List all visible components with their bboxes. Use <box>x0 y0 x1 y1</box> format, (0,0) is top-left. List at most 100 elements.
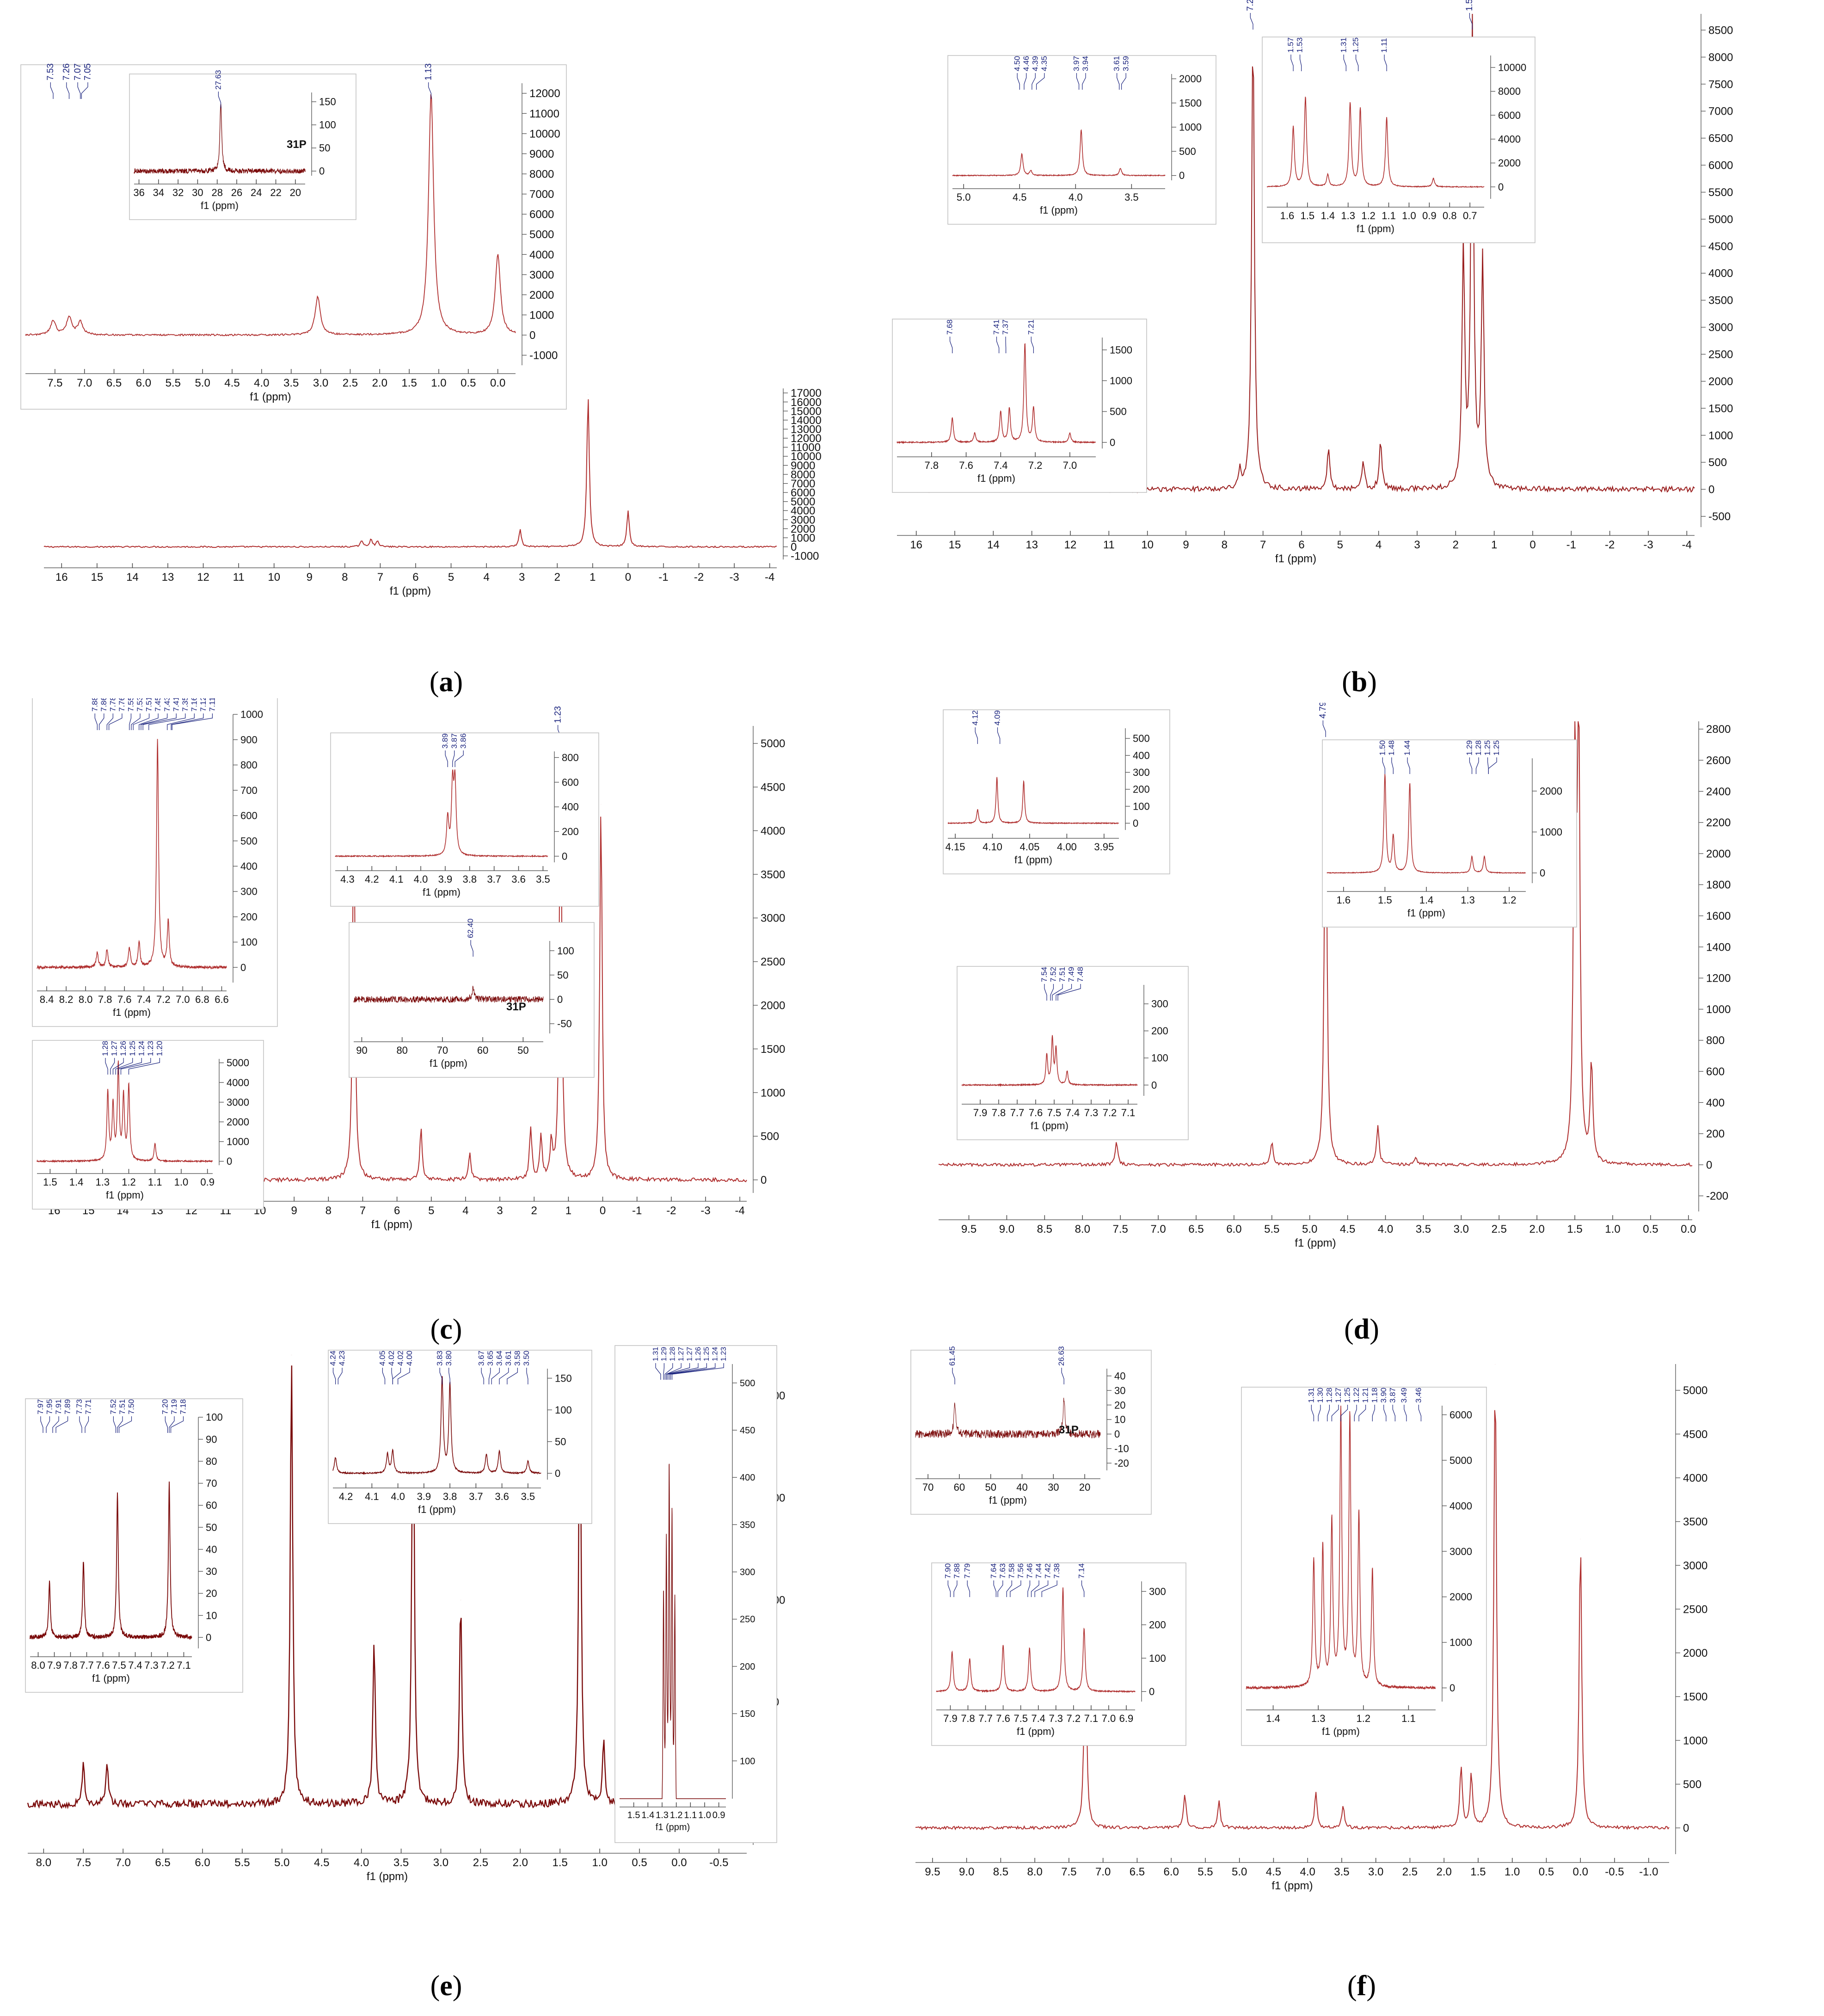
panel-d-inset-aromatic-xtick-label-7: 7.2 <box>1103 1107 1117 1119</box>
panel-c-inset-region-3.5-4.3-spectrum-line <box>335 769 548 858</box>
panel-b-inset-region-3.5-5-ytick-label-0: 0 <box>1179 170 1185 181</box>
panel-a-main-xtick-label-4: 12 <box>197 571 209 584</box>
panel-b-inset-region-0.6-1.7-spectrum-line <box>1266 97 1485 189</box>
panel-d-inset-region-3.9-4.2-xtick-label-4: 3.95 <box>1094 841 1114 853</box>
panel-d-inset-aromatic-peak-leader-0 <box>1044 984 1047 1001</box>
panel-c-main-ytick-label-9: 4500 <box>761 781 785 794</box>
panel-b-inset-region-3.5-5-peak-leader-2 <box>1032 73 1036 90</box>
panel-e-inset-aliphatic-peak-label-0: 1.31 <box>652 1347 660 1361</box>
panel-a-inset-p31-ytick-label-2: 100 <box>319 119 336 131</box>
panel-e-inset-aliphatic-peak-leader-1 <box>663 1363 664 1380</box>
panel-e-inset-region-3.5-4.2-peak-label-4: 4.02 <box>396 1351 405 1366</box>
panel-f-inset-aliphatic-ytick-label-6: 6000 <box>1449 1409 1472 1420</box>
panel-c-main-xtick-label-10: 6 <box>394 1205 400 1217</box>
panel-a-inset-aromatic-aliphatic-xtick-label-10: 2.5 <box>343 377 358 389</box>
panel-f-main-ytick-label-4: 2000 <box>1683 1647 1707 1660</box>
panel-c-inset-p31-peak-leader-0 <box>470 940 473 957</box>
panel-c-main-xtick-label-15: 1 <box>565 1205 571 1217</box>
panel-b-main-ytick-label-9: 4000 <box>1708 267 1733 280</box>
panel-e-inset-aromatic-inset-frame <box>25 1398 243 1693</box>
panel-c-main-xtick-label-13: 3 <box>497 1205 503 1217</box>
panel-c-main-xtick-label-16: 0 <box>600 1205 606 1217</box>
panel-c-inset-region-3.5-4.3-xtick-label-0: 4.3 <box>340 873 355 885</box>
panel-c-inset-aromatic-peak-leader-10 <box>148 713 186 730</box>
panel-d-inset-aromatic-ytick-label-1: 100 <box>1151 1052 1168 1064</box>
panel-e-inset-aromatic-peak-leader-9 <box>165 1416 168 1433</box>
panel-e-inset-region-3.5-4.2-peak-label-2: 4.05 <box>378 1351 387 1366</box>
panel-d-inset-region-1.2-1.6-inset-frame <box>1322 739 1577 928</box>
panel-b-main-ytick-label-10: 4500 <box>1708 240 1733 253</box>
panel-e-inset-aromatic-peak-leader-3 <box>55 1416 68 1433</box>
panel-a-inset-p31-xtick-label-3: 30 <box>192 187 203 198</box>
panel-e-inset-region-3.5-4.2-xtick-label-5: 3.7 <box>469 1491 483 1502</box>
panel-e-inset-region-3.5-4.2-peak-label-8: 3.67 <box>477 1351 485 1366</box>
panel-d-inset-aromatic-xtick-label-6: 7.3 <box>1084 1107 1099 1119</box>
panel-f-main-ytick-label-9: 4500 <box>1683 1428 1707 1441</box>
panel-a-main-xtick-label-12: 4 <box>483 571 489 584</box>
panel-b-main-ytick-label-8: 3500 <box>1708 295 1733 307</box>
panel-c-inset-aliphatic-ytick-label-2: 2000 <box>227 1116 249 1128</box>
panel-d-main-xtick-label-4: 7.5 <box>1112 1223 1128 1235</box>
panel-c-inset-region-3.5-4.3-ytick-label-0: 0 <box>562 850 567 862</box>
panel-f-inset-aromatic-peak-leader-0 <box>947 1580 951 1597</box>
panel-d-inset-aromatic-ytick-label-3: 300 <box>1151 998 1168 1010</box>
panel-e-main-xtick-label-16: 0.0 <box>671 1856 687 1869</box>
panel-a-inset-aromatic-aliphatic-xtick-label-4: 5.5 <box>166 377 181 389</box>
panel-c-inset-aliphatic-peak-label-1: 1.27 <box>110 1041 119 1056</box>
panel-f-inset-p31-xtick-label-3: 40 <box>1016 1481 1027 1493</box>
panel-d-main: 9.5 9.0 8.5 8.0 7.5 7.0 6.5 6.0 5.5 5.0 4.5 4.0 3.5 3… <box>938 703 1731 1249</box>
panel-b-inset-aromatic-ytick-label-3: 1500 <box>1110 344 1132 356</box>
panel-b-main-xtick-label-2: 14 <box>987 539 1000 551</box>
panel-d-main-ytick-label-7: 1200 <box>1706 972 1731 985</box>
panel-a-inset-aromatic-aliphatic-peak-leader-2 <box>77 82 81 99</box>
panel-f-inset-aliphatic-peak-leader-2 <box>1327 1405 1330 1421</box>
panel-b-main-ytick-label-15: 7000 <box>1708 105 1733 118</box>
panel-d-inset-region-1.2-1.6-peak-label-3: 1.29 <box>1465 740 1474 756</box>
panel-c-inset-region-3.5-4.3-xtick-label-5: 3.8 <box>463 873 477 885</box>
panel-e-inset-aromatic-peak-leader-10 <box>169 1416 175 1433</box>
panel-b-inset-aromatic-xtick-label-2: 7.4 <box>994 460 1008 471</box>
panel-e-inset-region-3.5-4.2-peak-leader-0 <box>332 1368 336 1384</box>
panel-f-inset-aliphatic-peak-label-2: 1.28 <box>1325 1388 1334 1403</box>
panel-f-main-xtick-label-8: 5.5 <box>1198 1866 1213 1878</box>
panel-c-inset-p31-spectrum-line <box>353 985 544 1003</box>
panel-d-inset-region-1.2-1.6-ytick-label-2: 2000 <box>1540 786 1562 797</box>
panel-f-inset-aromatic-peak-label-1: 7.88 <box>952 1563 961 1579</box>
panel-d-main-ytick-label-10: 1800 <box>1706 879 1731 891</box>
panel-a-main-ytick-label-14: 13000 <box>791 423 822 436</box>
panel-d-inset-region-3.9-4.2-inset-frame <box>943 709 1170 874</box>
panel-e-inset-aliphatic-ytick-label-8: 500 <box>740 1378 755 1389</box>
panel-a-inset-p31-ytick-label-0: 0 <box>319 166 325 177</box>
panel-f-inset-aromatic-ytick-label-2: 200 <box>1149 1619 1166 1631</box>
panel-f-main-xtick-label-17: 1.0 <box>1505 1866 1520 1878</box>
panel-d-main-xtick-label-18: 0.5 <box>1643 1223 1658 1235</box>
panel-b-inset-region-3.5-5-peak-leader-0 <box>1017 73 1020 90</box>
panel-e-inset-aromatic-xtick-label-0: 8.0 <box>31 1660 45 1671</box>
panel-d-main-xtick-label-3: 8.0 <box>1075 1223 1090 1235</box>
panel-e-inset-aliphatic-ytick-label-7: 450 <box>740 1426 755 1436</box>
panel-a-inset-aromatic-aliphatic-ytick-label-5: 4000 <box>529 249 554 261</box>
panel-e-main-xtick-label-2: 7.0 <box>116 1856 131 1869</box>
panel-e-inset-aliphatic-peak-label-3: 1.27 <box>677 1347 685 1361</box>
panel-f-inset-aliphatic-xtick-label-1: 1.3 <box>1311 1713 1326 1724</box>
panel-f-inset-aliphatic-peak-leader-10 <box>1404 1405 1407 1421</box>
panel-b-inset-region-3.5-5-xtick-label-2: 4.0 <box>1069 191 1083 203</box>
panel-d-main-xtick-label-19: 0.0 <box>1681 1223 1696 1235</box>
panel-a-inset-aromatic-aliphatic-ytick-label-9: 8000 <box>529 168 554 180</box>
panel-f-inset-aromatic-peak-leader-1 <box>953 1580 958 1597</box>
panel-d-inset-region-3.9-4.2-peak-label-1: 4.09 <box>993 710 1002 725</box>
panel-b-inset-region-0.6-1.7-xtick-label-1: 1.5 <box>1301 210 1315 221</box>
panel-a-main-ytick-label-11: 10000 <box>791 450 822 463</box>
panel-d-main-xtick-label-15: 2.0 <box>1529 1223 1544 1235</box>
panel-b-inset-region-0.6-1.7-xtick-label-3: 1.3 <box>1341 210 1355 221</box>
panel-f-inset-p31-xtick-label-0: 70 <box>922 1481 933 1493</box>
panel-e-main-xtick-label-4: 6.0 <box>195 1856 210 1869</box>
panel-f-main-ytick-label-10: 5000 <box>1683 1384 1707 1397</box>
panel-e-inset-aromatic-peak-label-11: 7.18 <box>179 1399 188 1414</box>
panel-f-inset-aliphatic-xtick-label-3: 1.1 <box>1401 1713 1416 1724</box>
panel-b-main-ytick-label-3: 1000 <box>1708 430 1733 442</box>
panel-a-inset-aromatic-aliphatic-ytick-label-1: 0 <box>529 329 535 342</box>
panel-a-main-ytick-label-10: 9000 <box>791 460 815 472</box>
panel-e-main-xtick-label-1: 7.5 <box>76 1856 91 1869</box>
panel-f-inset-aromatic-xtick-label-4: 7.5 <box>1013 1713 1028 1724</box>
